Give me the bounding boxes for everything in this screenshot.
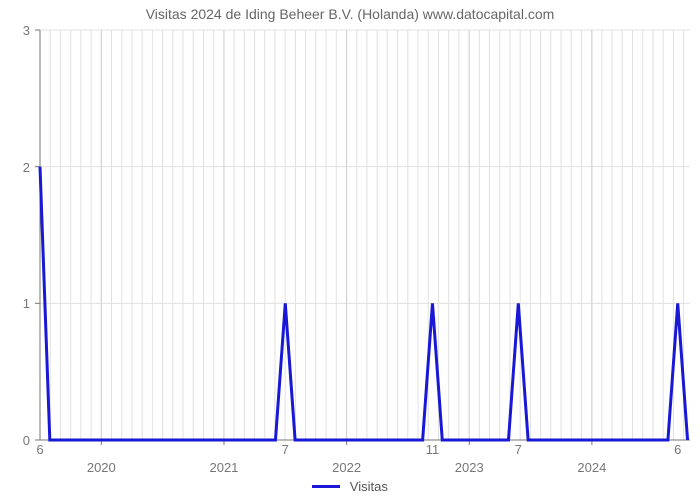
- y-tick-label: 0: [23, 433, 30, 448]
- chart-canvas: [0, 0, 700, 500]
- x-tick-label: 2021: [209, 460, 238, 475]
- y-tick-label: 1: [23, 296, 30, 311]
- data-point-label: 7: [282, 442, 289, 457]
- data-point-label: 6: [36, 442, 43, 457]
- y-tick-label: 2: [23, 160, 30, 175]
- legend-label: Visitas: [350, 479, 388, 494]
- chart-title: Visitas 2024 de Iding Beheer B.V. (Holan…: [0, 6, 700, 22]
- data-point-label: 6: [674, 442, 681, 457]
- legend: Visitas: [0, 478, 700, 494]
- legend-swatch: [312, 485, 340, 488]
- x-tick-label: 2020: [87, 460, 116, 475]
- x-tick-label: 2022: [332, 460, 361, 475]
- x-tick-label: 2023: [455, 460, 484, 475]
- data-point-label: 11: [426, 442, 440, 457]
- x-tick-label: 2024: [577, 460, 606, 475]
- y-tick-label: 3: [23, 23, 30, 38]
- data-point-label: 7: [515, 442, 522, 457]
- line-chart: Visitas 2024 de Iding Beheer B.V. (Holan…: [0, 0, 700, 500]
